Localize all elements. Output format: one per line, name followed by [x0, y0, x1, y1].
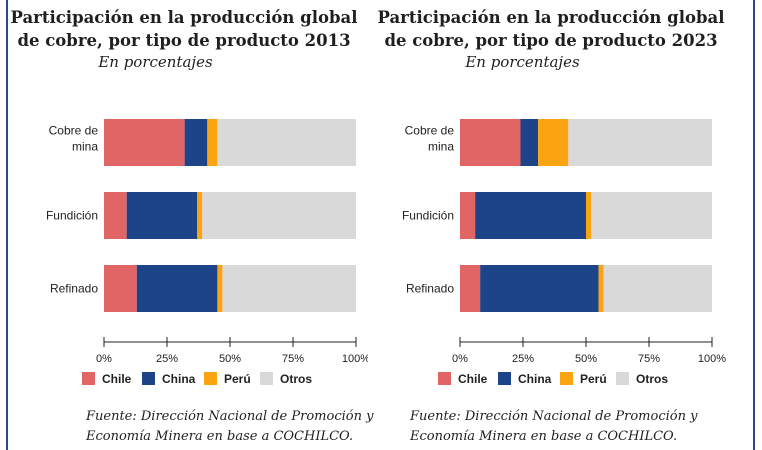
bar-china-cobre-de-mina	[520, 119, 539, 166]
bar-chile-fundicion	[104, 192, 127, 239]
x-tick-label: 75%	[282, 353, 304, 365]
legend-swatch-otros	[260, 372, 273, 385]
legend-label-china: China	[518, 372, 552, 386]
legend-label-otros: Otros	[280, 372, 312, 386]
source-note: Fuente: Dirección Nacional de Promoción …	[86, 409, 374, 444]
category-label-fundicion: Fundición	[46, 209, 98, 223]
legend-label-peru: Perú	[224, 372, 251, 386]
chart-title: Participación en la producción global de…	[10, 8, 358, 50]
category-label-refinado: Refinado	[50, 282, 98, 296]
x-tick-label: 50%	[219, 353, 241, 365]
category-label-cobre-de-mina: Cobre de mina	[405, 124, 455, 154]
legend-label-chile: Chile	[102, 372, 132, 386]
bar-china-fundicion	[126, 192, 198, 239]
bar-peru-cobre-de-mina	[207, 119, 218, 166]
bar-china-cobre-de-mina	[184, 119, 208, 166]
legend-swatch-china	[498, 372, 511, 385]
bar-china-refinado	[480, 265, 599, 312]
bar-peru-refinado	[598, 265, 604, 312]
x-tick-label: 0%	[96, 353, 112, 365]
bar-otros-fundicion	[202, 192, 356, 239]
chart-panel-2013: Participación en la producción global de…	[8, 0, 383, 450]
x-tick-label: 75%	[638, 353, 660, 365]
bar-peru-refinado	[217, 265, 223, 312]
legend-swatch-chile	[82, 372, 95, 385]
bar-chile-fundicion	[460, 192, 476, 239]
legend-label-chile: Chile	[458, 372, 488, 386]
stacked-bar-chart-2023: Cobre de mina Fundición Refinado 0% 25% 50% 75%…	[402, 119, 726, 386]
source-note: Fuente: Dirección Nacional de Promoción …	[410, 409, 698, 444]
chart-subtitle: En porcentajes	[98, 53, 213, 71]
bar-peru-cobre-de-mina	[538, 119, 569, 166]
bar-otros-cobre-de-mina	[568, 119, 712, 166]
legend-label-otros: Otros	[636, 372, 668, 386]
bar-peru-fundicion	[197, 192, 203, 239]
x-tick-label: 25%	[156, 353, 178, 365]
bar-china-refinado	[136, 265, 218, 312]
frame-border-left	[6, 0, 8, 450]
legend-swatch-chile	[438, 372, 451, 385]
category-label-line: mina	[428, 140, 454, 154]
category-label-line: mina	[72, 140, 98, 154]
bar-chile-refinado	[104, 265, 137, 312]
legend-swatch-peru	[204, 372, 217, 385]
x-tick-label: 100%	[698, 353, 726, 365]
bar-chile-cobre-de-mina	[460, 119, 521, 166]
bar-otros-cobre-de-mina	[217, 119, 356, 166]
frame-border-right	[753, 0, 755, 450]
x-tick-label: 100%	[342, 353, 368, 365]
x-tick-label: 0%	[452, 353, 468, 365]
bar-otros-refinado	[222, 265, 356, 312]
bar-china-fundicion	[475, 192, 586, 239]
bar-peru-fundicion	[586, 192, 592, 239]
chart-title: Participación en la producción global de…	[377, 8, 725, 50]
x-tick-label: 25%	[512, 353, 534, 365]
bar-otros-refinado	[603, 265, 712, 312]
bar-chile-cobre-de-mina	[104, 119, 185, 166]
chart-subtitle: En porcentajes	[465, 53, 580, 71]
legend-swatch-china	[142, 372, 155, 385]
legend-swatch-peru	[560, 372, 573, 385]
category-label-cobre-de-mina: Cobre de mina	[49, 124, 99, 154]
legend-swatch-otros	[616, 372, 629, 385]
legend-label-peru: Perú	[580, 372, 607, 386]
bar-chile-refinado	[460, 265, 481, 312]
x-tick-label: 50%	[575, 353, 597, 365]
category-label-refinado: Refinado	[406, 282, 454, 296]
category-label-line: Cobre de	[49, 124, 99, 138]
category-label-line: Cobre de	[405, 124, 455, 138]
stacked-bar-chart-2013: Cobre de mina Fundición Refinado 0% 25% 50% 75%…	[46, 119, 368, 386]
bar-otros-fundicion	[591, 192, 712, 239]
category-label-fundicion: Fundición	[402, 209, 454, 223]
legend-label-china: China	[162, 372, 196, 386]
chart-panel-2023: Participación en la producción global de…	[375, 0, 750, 450]
